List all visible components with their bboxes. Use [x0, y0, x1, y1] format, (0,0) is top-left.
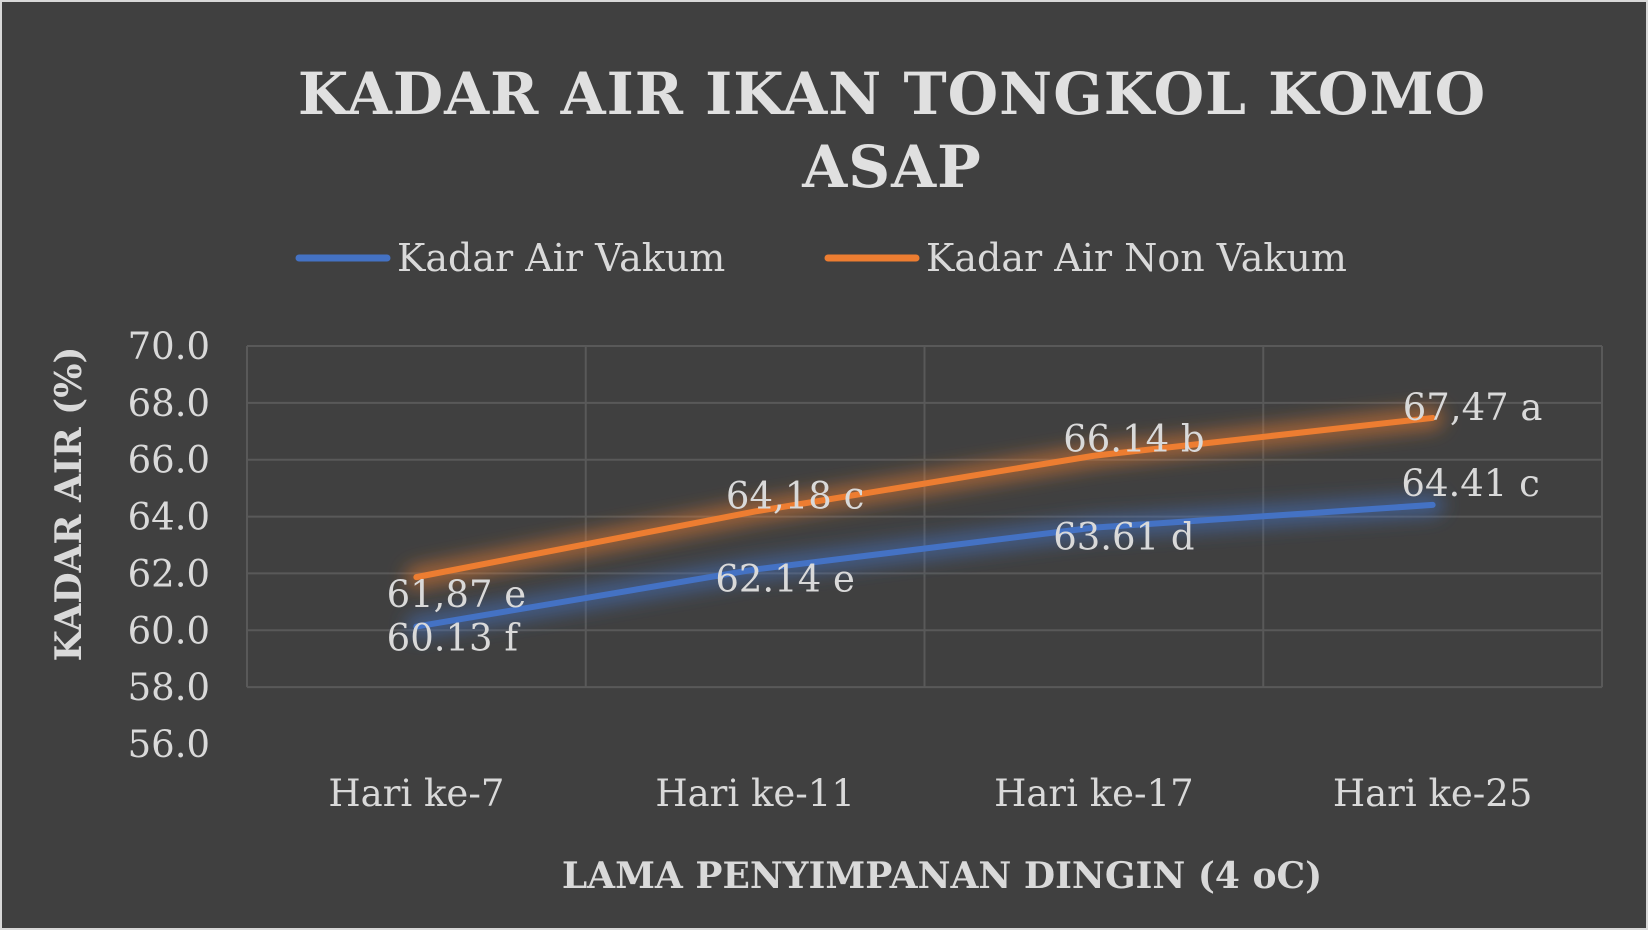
x-axis-ticks: Hari ke-7 Hari ke-11 Hari ke-17 Hari ke-25 — [328, 772, 1532, 815]
data-label-non-vakum: 67,47 a — [1403, 386, 1543, 429]
x-axis-title: LAMA PENYIMPANAN DINGIN (4 oC) — [562, 855, 1322, 897]
data-label-vakum: 63.61 d — [1053, 516, 1194, 559]
legend: Kadar Air Vakum Kadar Air Non Vakum — [295, 236, 1347, 280]
data-label-vakum: 64.41 c — [1401, 462, 1539, 505]
series-line-1 — [413, 414, 1436, 581]
y-tick-label: 62.0 — [128, 552, 210, 595]
chart-title-line-2: ASAP — [801, 133, 982, 201]
data-label-vakum: 60.13 f — [387, 617, 521, 660]
y-tick-label: 58.0 — [128, 666, 210, 709]
data-label-non-vakum: 61,87 e — [387, 573, 527, 616]
x-tick-label: Hari ke-7 — [328, 772, 504, 815]
y-axis-title: KADAR AIR (%) — [48, 347, 90, 662]
legend-label-non-vakum: Kadar Air Non Vakum — [926, 236, 1347, 280]
legend-label-vakum: Kadar Air Vakum — [397, 236, 725, 280]
y-axis-ticks: 56.0 58.0 60.0 62.0 64.0 66.0 68.0 70.0 — [128, 325, 210, 766]
chart-title-line-1: KADAR AIR IKAN TONGKOL KOMO — [298, 60, 1486, 128]
y-tick-label: 56.0 — [128, 723, 210, 766]
y-tick-label: 66.0 — [128, 439, 210, 482]
data-labels: 60.13 f 62.14 e 63.61 d 64.41 c 61,87 e 64,18… — [387, 386, 1543, 660]
x-tick-label: Hari ke-25 — [1333, 772, 1533, 815]
y-tick-label: 60.0 — [128, 609, 210, 652]
x-tick-label: Hari ke-11 — [655, 772, 855, 815]
data-label-vakum: 62.14 e — [715, 557, 855, 600]
data-label-non-vakum: 64,18 c — [726, 474, 864, 517]
y-tick-label: 70.0 — [128, 325, 210, 368]
series-line-0 — [413, 501, 1436, 630]
y-tick-label: 68.0 — [128, 382, 210, 425]
series-lines — [413, 414, 1436, 630]
data-label-non-vakum: 66.14 b — [1063, 418, 1204, 461]
x-tick-label: Hari ke-17 — [994, 772, 1194, 815]
y-tick-label: 64.0 — [128, 496, 210, 539]
